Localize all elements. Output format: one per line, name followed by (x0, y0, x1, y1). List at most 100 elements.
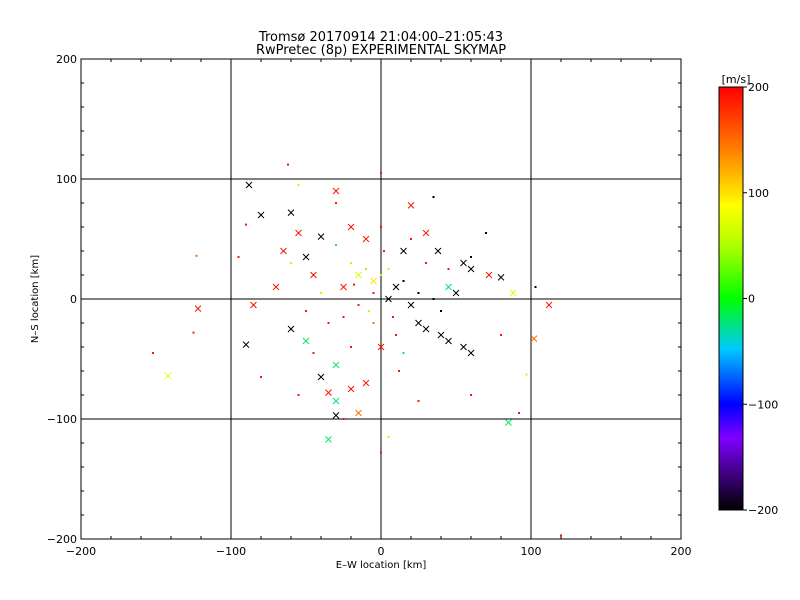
data-point-dot (305, 310, 307, 312)
chart-title: Tromsø 20170914 21:04:00–21:05:43 (258, 30, 503, 45)
data-point-dot (380, 274, 382, 276)
data-point-x (467, 265, 475, 273)
colorbar-tick-label: −100 (748, 398, 778, 411)
data-point-x (302, 337, 310, 345)
data-point-x (545, 301, 553, 309)
y-tick-label: 100 (56, 173, 77, 186)
data-point-x (460, 259, 467, 267)
data-point-x (355, 409, 362, 417)
data-point-x (434, 247, 442, 255)
data-point-x (347, 223, 355, 231)
data-point-dot (320, 292, 322, 294)
colorbar-tick-labels: 200 100 0 −100 −200 (743, 81, 778, 517)
data-point-x (497, 274, 505, 281)
x-tick-label: 100 (521, 545, 542, 558)
data-point-dot (380, 226, 382, 228)
data-point-dot (432, 196, 435, 198)
data-point-x (460, 343, 467, 351)
data-point-x (325, 389, 332, 396)
data-point-x (445, 283, 452, 291)
data-point-dot (425, 262, 427, 264)
data-point-x (317, 373, 325, 381)
data-point-dot (152, 352, 154, 354)
data-point-x (467, 349, 475, 357)
data-point-x (280, 247, 287, 255)
data-point-x (422, 229, 430, 237)
y-axis-label: N–S location [km] (30, 255, 41, 343)
data-point-dot (372, 322, 375, 324)
data-point-dot (327, 322, 330, 324)
data-point-x (445, 337, 452, 345)
x-tick-label: −100 (216, 545, 246, 558)
data-point-x (332, 187, 340, 195)
data-point-dot (398, 370, 400, 372)
data-point-dot (402, 352, 405, 354)
data-point-x (407, 202, 415, 209)
data-point-dot (470, 256, 472, 258)
data-point-x (362, 235, 370, 243)
grid-lines (81, 59, 681, 539)
data-point-dot (440, 310, 442, 312)
data-point-dot (500, 334, 502, 336)
data-point-x (287, 209, 295, 216)
colorbar (718, 86, 744, 511)
data-point-x (355, 271, 362, 279)
data-point-x (272, 283, 280, 291)
x-tick-label: −200 (66, 545, 96, 558)
data-point-dot (380, 172, 382, 174)
data-point-dot (350, 346, 352, 348)
colorbar-tick-label: 200 (748, 81, 769, 94)
x-tick-labels: −200 −100 0 100 200 (66, 545, 692, 558)
data-point-dot (410, 238, 412, 240)
data-point-x (509, 289, 517, 297)
y-tick-label: −100 (47, 413, 77, 426)
data-point-x (452, 289, 460, 297)
data-point-x (164, 372, 172, 380)
data-point-x (530, 335, 538, 342)
data-point-dot (365, 268, 367, 270)
data-point-x (317, 233, 325, 240)
y-tick-labels: −200 −100 0 100 200 (47, 53, 77, 546)
data-point-dot (350, 262, 352, 264)
data-point-dot (402, 280, 405, 282)
data-point-x (332, 397, 340, 405)
data-point-x (325, 436, 332, 443)
data-point-dot (383, 250, 385, 252)
data-point-dot (335, 202, 337, 204)
data-point-dot (392, 316, 394, 318)
data-point-dot (312, 352, 315, 354)
x-axis-label: E–W location [km] (336, 560, 427, 571)
data-point-x (310, 271, 317, 279)
data-point-dot (290, 262, 292, 264)
data-point-x (245, 181, 253, 189)
data-point-dot (297, 184, 300, 186)
data-point-x (347, 385, 355, 393)
data-point-dot (287, 163, 289, 166)
data-point-dot (237, 256, 240, 258)
data-point-x (242, 341, 250, 348)
data-point-x (370, 277, 377, 285)
data-point-dot (342, 418, 345, 420)
data-point-x (505, 419, 512, 426)
data-point-dot (485, 232, 487, 234)
data-point-x (407, 301, 415, 309)
data-point-x (257, 211, 265, 219)
data-point-dot (447, 268, 450, 270)
data-point-dot (560, 534, 562, 537)
data-point-dot (395, 334, 397, 336)
data-point-dot (372, 292, 375, 294)
data-point-dot (534, 286, 537, 288)
data-point-x (385, 295, 392, 303)
data-point-dot (432, 298, 435, 300)
data-point-dot (518, 412, 520, 414)
data-point-dot (245, 223, 247, 226)
data-point-x (332, 412, 340, 419)
data-point-x (332, 361, 340, 369)
data-point-dot (335, 244, 337, 246)
colorbar-tick-label: 0 (748, 293, 755, 306)
data-point-dot (387, 436, 390, 438)
data-points (152, 163, 562, 537)
colorbar-tick-label: 100 (748, 187, 769, 200)
data-point-dot (260, 376, 262, 378)
